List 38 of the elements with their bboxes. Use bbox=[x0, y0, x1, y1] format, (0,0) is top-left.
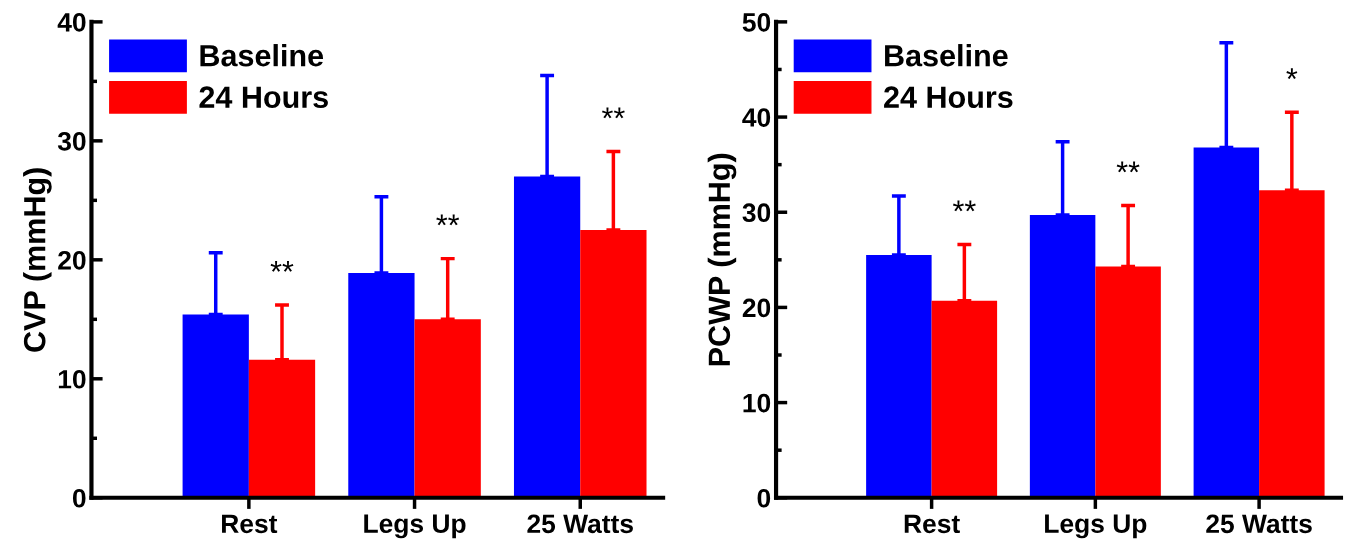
y-tick-label: 30 bbox=[57, 131, 86, 151]
x-tick-label: Rest bbox=[904, 514, 960, 534]
legend-label: Baseline bbox=[885, 44, 1008, 67]
annotation: ** bbox=[601, 107, 625, 119]
y-tick-label: 40 bbox=[57, 13, 86, 32]
y-tick-label: 10 bbox=[743, 393, 771, 413]
y-tick-label: 20 bbox=[58, 250, 86, 270]
y-tick-label: 40 bbox=[742, 108, 771, 127]
bar bbox=[866, 255, 932, 498]
bar bbox=[348, 272, 415, 498]
y-tick-label: 30 bbox=[742, 203, 771, 223]
legend-label: 24 Hours bbox=[199, 86, 328, 108]
y-tick-label: 10 bbox=[58, 369, 86, 389]
bar bbox=[931, 300, 998, 498]
x-tick-label: Legs Up bbox=[1045, 514, 1147, 539]
y-tick-label: 0 bbox=[72, 488, 86, 508]
annotation: * bbox=[1286, 68, 1298, 80]
annotation: ** bbox=[270, 261, 294, 272]
bar bbox=[1193, 147, 1260, 498]
annotation: ** bbox=[952, 200, 976, 212]
bar bbox=[580, 230, 647, 498]
y-axis-title: PCWP (mmHg) bbox=[707, 153, 737, 366]
x-tick-label: 25 Watts bbox=[527, 514, 633, 534]
y-tick-label: 50 bbox=[742, 13, 771, 32]
bar bbox=[513, 176, 581, 498]
y-axis-title: CVP (mmHg) bbox=[23, 168, 52, 352]
y-tick-label: 0 bbox=[757, 488, 771, 508]
annotation: ** bbox=[1116, 161, 1140, 173]
x-tick-label: Rest bbox=[222, 514, 278, 534]
bar bbox=[182, 314, 249, 498]
bar bbox=[248, 359, 316, 498]
annotation: ** bbox=[436, 214, 460, 226]
y-tick-label: 20 bbox=[742, 298, 771, 318]
legend-label: Baseline bbox=[200, 44, 324, 67]
x-tick-label: 25 Watts bbox=[1206, 514, 1312, 534]
x-tick-label: Legs Up bbox=[364, 514, 466, 539]
bar bbox=[1029, 215, 1096, 498]
legend-label: 24 Hours bbox=[884, 86, 1013, 108]
